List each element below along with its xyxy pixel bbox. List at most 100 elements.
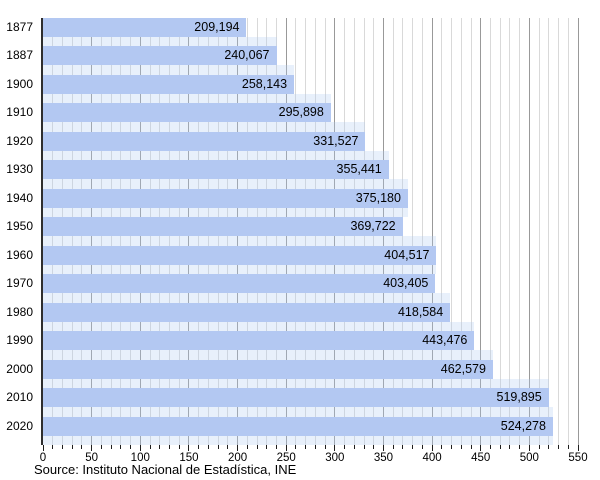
axis-tick-minor bbox=[295, 445, 297, 449]
year-label: 2020 bbox=[6, 418, 33, 433]
bar: 403,405 bbox=[43, 274, 436, 294]
gap-stripe bbox=[43, 407, 553, 417]
axis-tick-major bbox=[480, 445, 482, 451]
bar-value-label: 404,517 bbox=[384, 247, 430, 262]
year-label: 1900 bbox=[6, 76, 33, 91]
gridline-minor bbox=[470, 18, 472, 445]
gap-stripe bbox=[43, 293, 451, 303]
bar-value-label: 355,441 bbox=[336, 162, 382, 177]
axis-tick-minor bbox=[275, 445, 277, 449]
bar: 331,527 bbox=[43, 131, 366, 151]
bar-row: 443,476 bbox=[43, 331, 579, 360]
axis-tick-minor bbox=[509, 445, 511, 449]
bar: 462,579 bbox=[43, 359, 493, 379]
gap-stripe bbox=[43, 65, 295, 75]
gridline-minor bbox=[451, 18, 453, 445]
axis-tick-minor bbox=[441, 445, 443, 449]
plot-area: 209,194 240,067 258,143 295,898 331,527 355,4… bbox=[41, 18, 579, 445]
year-label: 1960 bbox=[6, 247, 33, 262]
bar-value-label: 369,722 bbox=[350, 219, 396, 234]
axis-tick-major bbox=[382, 445, 384, 451]
axis-tick-minor bbox=[470, 445, 472, 449]
axis-tick-label: 100 bbox=[130, 452, 150, 464]
bar-row: 418,584 bbox=[43, 302, 579, 332]
gridline-minor bbox=[499, 18, 501, 445]
axis-tick-minor bbox=[178, 445, 180, 449]
axis-tick-major bbox=[577, 445, 579, 451]
bar: 418,584 bbox=[43, 302, 451, 322]
bar-value-label: 331,527 bbox=[313, 133, 359, 148]
gridline-minor bbox=[412, 18, 414, 445]
axis-tick-major bbox=[334, 445, 336, 451]
bar: 443,476 bbox=[43, 331, 475, 351]
axis-tick-minor bbox=[460, 445, 462, 449]
bar: 519,895 bbox=[43, 388, 549, 408]
year-label: 2000 bbox=[6, 361, 33, 376]
axis-tick-minor bbox=[548, 445, 550, 449]
gridline-minor bbox=[509, 18, 511, 445]
bar: 355,441 bbox=[43, 160, 389, 180]
axis-tick-minor bbox=[499, 445, 501, 449]
axis-tick-minor bbox=[71, 445, 73, 449]
axis-tick-label: 200 bbox=[227, 452, 248, 464]
axis-tick-minor bbox=[344, 445, 346, 449]
bar-row: 404,517 bbox=[43, 245, 579, 275]
year-label: 1970 bbox=[6, 276, 33, 291]
gap-stripe bbox=[43, 150, 389, 161]
axis-tick-minor bbox=[217, 445, 219, 449]
bar-row: 295,898 bbox=[43, 103, 579, 132]
axis-tick-major bbox=[528, 445, 530, 451]
bar-value-label: 443,476 bbox=[422, 333, 468, 348]
gridline-minor bbox=[538, 18, 540, 445]
axis-tick-minor bbox=[519, 445, 521, 449]
axis-tick-minor bbox=[266, 445, 268, 449]
x-axis-ticks bbox=[42, 445, 579, 453]
axis-tick-minor bbox=[168, 445, 170, 449]
bar: 295,898 bbox=[43, 103, 331, 123]
year-label: 1990 bbox=[6, 333, 33, 348]
axis-tick-minor bbox=[392, 445, 394, 449]
gap-stripe bbox=[43, 378, 549, 389]
gap-stripe bbox=[43, 350, 493, 360]
axis-tick-major bbox=[139, 445, 141, 451]
year-label: 1980 bbox=[6, 304, 33, 319]
gridline-minor bbox=[460, 18, 462, 445]
bar-value-label: 295,898 bbox=[278, 105, 324, 120]
bar-value-label: 418,584 bbox=[397, 304, 444, 319]
axis-tick-major bbox=[188, 445, 190, 451]
axis-tick-minor bbox=[256, 445, 258, 449]
bar-value-label: 209,194 bbox=[194, 20, 240, 34]
axis-tick-minor bbox=[324, 445, 326, 449]
axis-tick-major bbox=[91, 445, 93, 451]
bar-row: 375,180 bbox=[43, 188, 579, 218]
year-label: 1920 bbox=[6, 133, 33, 148]
gridline-minor bbox=[519, 18, 521, 445]
gap-stripe bbox=[43, 207, 408, 218]
bar-row: 369,722 bbox=[43, 217, 579, 246]
bar-row: 403,405 bbox=[43, 274, 579, 303]
gridline-minor bbox=[558, 18, 560, 445]
axis-tick-label: 500 bbox=[519, 452, 539, 464]
gridline-minor bbox=[489, 18, 491, 445]
axis-tick-minor bbox=[363, 445, 365, 449]
axis-tick-minor bbox=[149, 445, 151, 449]
bar-row: 355,441 bbox=[43, 160, 579, 189]
axis-tick-minor bbox=[100, 445, 102, 449]
bar-value-label: 375,180 bbox=[355, 190, 401, 205]
axis-tick-minor bbox=[451, 445, 453, 449]
axis-tick-minor bbox=[61, 445, 63, 449]
gap-stripe bbox=[43, 37, 277, 47]
gridline-major bbox=[480, 18, 482, 445]
axis-tick-minor bbox=[198, 445, 200, 449]
gap-stripe bbox=[43, 264, 437, 275]
source-caption: Source: Instituto Nacional de Estadístic… bbox=[34, 462, 297, 477]
bar: 258,143 bbox=[43, 74, 295, 94]
bar-row: 240,067 bbox=[43, 46, 579, 75]
bar-value-label: 258,143 bbox=[241, 76, 288, 91]
axis-tick-label: 0 bbox=[39, 452, 47, 464]
bar: 240,067 bbox=[43, 46, 277, 66]
axis-tick-minor bbox=[421, 445, 423, 449]
gap-stripe bbox=[43, 122, 366, 132]
bar: 369,722 bbox=[43, 217, 403, 237]
